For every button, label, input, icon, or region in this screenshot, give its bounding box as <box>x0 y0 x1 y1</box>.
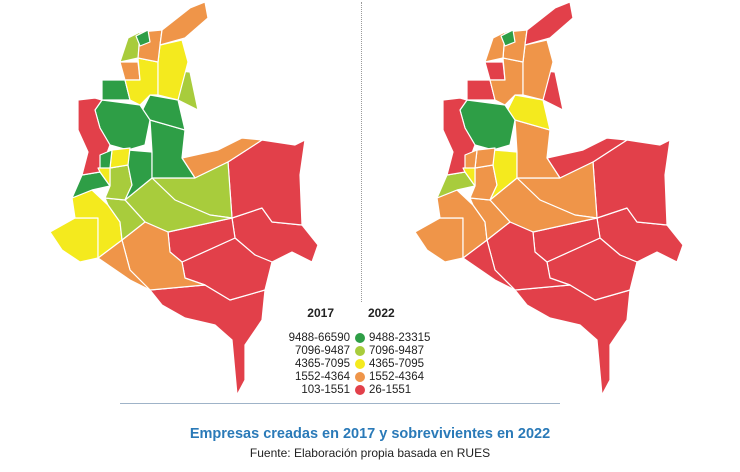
legend-year-2017: 2017 <box>307 306 334 320</box>
region-atlántico <box>484 31 506 63</box>
vertical-divider <box>361 2 362 302</box>
region-quindío <box>97 167 111 187</box>
legend-swatch <box>355 359 365 369</box>
region-amazonas <box>149 284 266 396</box>
region-vichada <box>227 139 306 226</box>
region-la-guajira <box>524 1 574 46</box>
region-caldas <box>474 147 496 169</box>
legend-year-2022: 2022 <box>368 306 395 320</box>
legend-range-2017: 4365-7095 <box>295 358 350 370</box>
legend-row: 7096-9487 7096-9487 <box>272 345 472 359</box>
region-nariño <box>414 217 464 263</box>
figure-caption: Empresas creadas en 2017 y sobreviviente… <box>189 426 551 442</box>
map-2022 <box>414 1 684 396</box>
region-caldas <box>109 147 131 169</box>
legend-range-2017: 103-1551 <box>301 384 350 396</box>
region-atlántico <box>119 31 141 63</box>
legend-range-2022: 9488-23315 <box>369 332 431 344</box>
region-boyacá <box>149 119 196 179</box>
legend-swatch <box>355 385 365 395</box>
region-atlántico-norte <box>135 29 151 47</box>
region-boyacá <box>514 119 561 179</box>
legend-swatch <box>355 333 365 343</box>
figure-source: Fuente: Elaboración propia basada en RUE… <box>249 446 491 460</box>
legend-row: 103-1551 26-1551 <box>272 384 472 398</box>
legend-row: 9488-66590 9488-23315 <box>272 332 472 346</box>
region-amazonas <box>514 284 631 396</box>
legend-range-2022: 1552-4364 <box>369 371 424 383</box>
region-atlántico-norte <box>500 29 516 47</box>
region-quindío <box>462 167 476 187</box>
legend: 2017 2022 9488-66590 9488-23315 7096-9487 7… <box>272 306 472 398</box>
legend-swatch <box>355 346 365 356</box>
legend-range-2022: 7096-9487 <box>369 345 424 357</box>
legend-range-2022: 4365-7095 <box>369 358 424 370</box>
legend-range-2017: 1552-4364 <box>295 371 350 383</box>
choropleth-maps <box>49 1 684 396</box>
region-la-guajira <box>159 1 209 46</box>
region-nariño <box>49 217 99 263</box>
legend-range-2017: 9488-66590 <box>288 332 350 344</box>
legend-row: 4365-7095 4365-7095 <box>272 358 472 372</box>
region-sucre <box>119 61 141 81</box>
legend-swatch <box>355 372 365 382</box>
region-vichada <box>592 139 671 226</box>
legend-row: 1552-4364 1552-4364 <box>272 371 472 385</box>
horizontal-divider <box>120 403 560 404</box>
legend-range-2022: 26-1551 <box>369 384 412 396</box>
region-sucre <box>484 61 506 81</box>
map-2017 <box>49 1 319 396</box>
legend-range-2017: 7096-9487 <box>295 345 350 357</box>
